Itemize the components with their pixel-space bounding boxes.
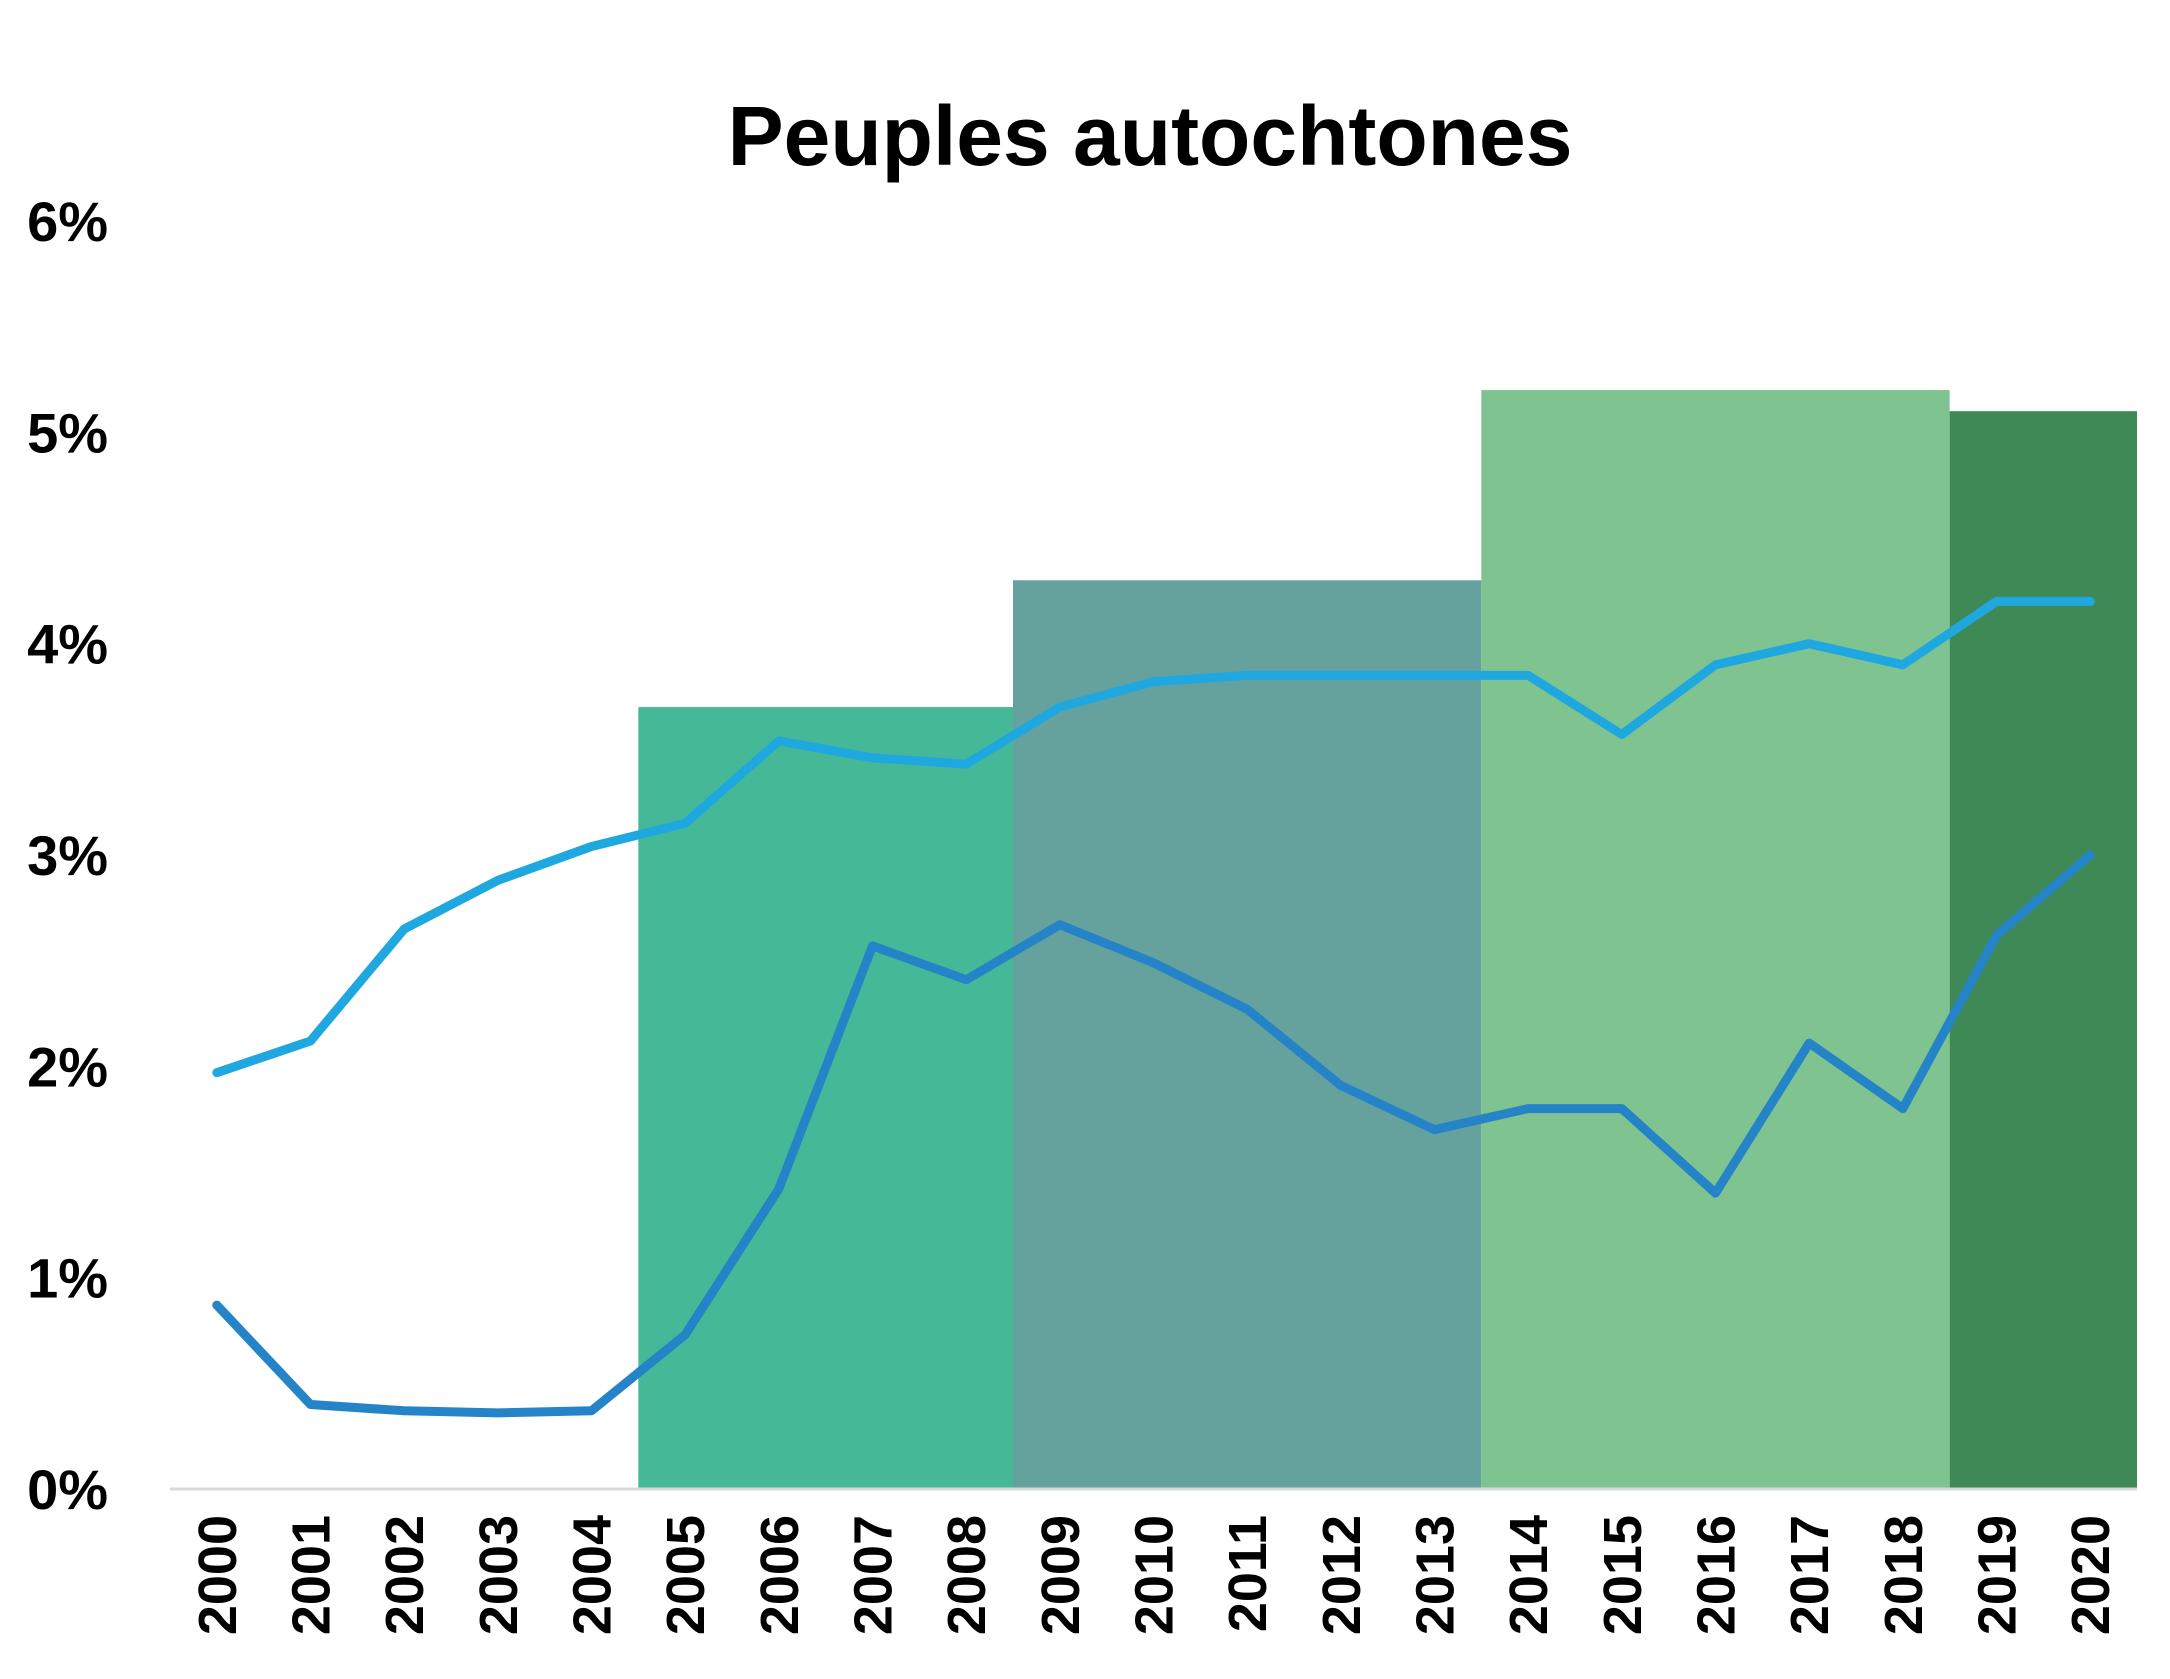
series-lines <box>212 596 2095 1418</box>
x-tick-label: 2011 <box>1218 1515 1278 1632</box>
y-tick-label: 2% <box>27 1035 108 1098</box>
x-tick-label: 2002 <box>375 1515 435 1635</box>
x-tick-label: 2000 <box>188 1515 248 1635</box>
band-2014-2018 <box>1481 390 1950 1490</box>
x-tick-label: 2010 <box>1125 1515 1185 1635</box>
y-tick-label: 4% <box>27 613 108 676</box>
x-tick-label: 2003 <box>469 1515 529 1635</box>
x-tick-label: 2017 <box>1780 1515 1840 1635</box>
x-tick-label: 2005 <box>656 1515 716 1635</box>
x-tick-label: 2012 <box>1312 1515 1372 1635</box>
x-tick-label: 2020 <box>2061 1515 2121 1635</box>
y-axis-ticks: 0% 1% 2% 3% 4% 5% 6% <box>27 190 108 1521</box>
y-tick-label: 0% <box>27 1458 108 1521</box>
x-tick-label: 2001 <box>282 1515 342 1635</box>
x-tick-label: 2009 <box>1031 1515 1091 1635</box>
y-tick-label: 6% <box>27 190 108 253</box>
x-axis-ticks: 2000 2001 2002 2003 2004 2005 2006 2007 2008 2009… <box>188 1515 2121 1635</box>
band-2009-2013 <box>1013 580 1482 1489</box>
x-tick-label: 2015 <box>1593 1515 1653 1635</box>
chart-title: Peuples autochtones <box>728 89 1573 183</box>
y-tick-label: 1% <box>27 1247 108 1310</box>
band-2005-2008 <box>638 707 1013 1489</box>
band-2019-2020 <box>1949 411 2137 1490</box>
x-tick-label: 2007 <box>844 1515 904 1635</box>
x-tick-label: 2014 <box>1499 1515 1559 1635</box>
x-tick-label: 2006 <box>750 1515 810 1635</box>
y-tick-label: 3% <box>27 824 108 887</box>
x-tick-label: 2016 <box>1687 1515 1747 1635</box>
x-tick-label: 2019 <box>1968 1515 2028 1635</box>
x-tick-label: 2004 <box>563 1515 623 1635</box>
x-tick-label: 2008 <box>937 1515 997 1635</box>
y-tick-label: 5% <box>27 401 108 464</box>
x-tick-label: 2018 <box>1874 1515 1934 1635</box>
x-tick-label: 2013 <box>1406 1515 1466 1635</box>
background-bands <box>638 390 2137 1490</box>
